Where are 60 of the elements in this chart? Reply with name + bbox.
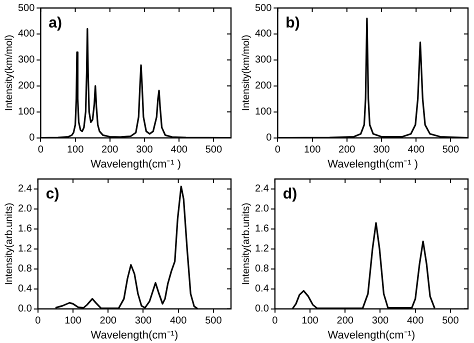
x-tick-label: 300: [373, 144, 390, 156]
y-tick-label: 300: [254, 54, 272, 66]
x-tick-label: 400: [170, 316, 188, 327]
y-tick-label: 200: [18, 80, 36, 92]
y-tick-label: 400: [18, 28, 36, 40]
x-tick-label: 100: [64, 316, 82, 327]
x-axis-title: Wavelength(cm⁻¹): [328, 329, 416, 342]
y-tick-label: 2.4: [18, 184, 32, 195]
x-tick-label: 300: [134, 316, 152, 327]
annotation: b): [286, 14, 300, 32]
y-tick-label: 2.0: [18, 204, 32, 215]
x-tick-label: 500: [442, 144, 460, 156]
y-tick-label: 1.6: [18, 224, 32, 235]
y-tick-label: 100: [254, 106, 272, 118]
x-tick-label: 100: [304, 144, 322, 156]
y-tick-label: 500: [18, 2, 36, 14]
y-tick-label: 1.2: [254, 244, 270, 255]
x-tick-label: 0: [274, 144, 281, 156]
y-axis-title: Intensity(km/mol): [240, 34, 252, 111]
x-tick-label: 200: [100, 316, 117, 327]
x-tick-label: 200: [336, 316, 354, 327]
annotation: c): [46, 186, 60, 203]
y-tick-label: 400: [254, 28, 272, 40]
x-tick-label: 400: [408, 144, 425, 156]
x-tick-label: 100: [66, 144, 84, 156]
x-tick-label: 500: [442, 316, 460, 327]
y-tick-label: 0: [29, 132, 36, 144]
x-tick-label: 200: [102, 144, 119, 156]
y-tick-label: 0.8: [18, 264, 32, 275]
y-tick-label: 0.4: [254, 284, 270, 295]
x-tick-label: 300: [372, 316, 390, 327]
annotation: a): [48, 14, 62, 32]
x-axis-title: Wavelength(cm⁻¹ ): [90, 158, 182, 170]
y-tick-label: 0.0: [254, 304, 270, 315]
x-tick-label: 500: [205, 316, 222, 327]
y-tick-label: 1.6: [254, 224, 270, 235]
x-tick-label: 400: [406, 316, 424, 327]
y-tick-label: 1.2: [18, 244, 32, 255]
x-tick-label: 100: [302, 316, 319, 327]
y-tick-label: 500: [254, 2, 272, 14]
y-axis-title: Intensity(arb.units): [240, 202, 252, 286]
y-tick-label: 2.0: [254, 204, 270, 215]
x-tick-label: 500: [205, 144, 222, 156]
x-axis-title: Wavelength(cm⁻¹ ): [328, 158, 418, 170]
y-tick-label: 100: [18, 106, 36, 118]
x-tick-label: 400: [170, 144, 188, 156]
x-axis-title: Wavelength(cm⁻¹): [90, 329, 178, 342]
y-tick-label: 300: [18, 54, 36, 66]
y-tick-label: 2.4: [254, 184, 270, 195]
y-tick-label: 0.0: [18, 304, 32, 315]
y-tick-label: 0.4: [18, 284, 32, 295]
annotation: d): [282, 186, 298, 203]
x-tick-label: 200: [338, 144, 356, 156]
x-tick-label: 300: [136, 144, 154, 156]
y-axis-title: Intensity(arb.units): [4, 202, 15, 286]
x-tick-label: 0: [38, 144, 44, 156]
y-axis-title: Intensity(km/mol): [4, 34, 15, 111]
y-tick-label: 0.8: [254, 264, 270, 275]
y-tick-label: 0: [266, 132, 272, 144]
y-tick-label: 200: [254, 80, 272, 92]
